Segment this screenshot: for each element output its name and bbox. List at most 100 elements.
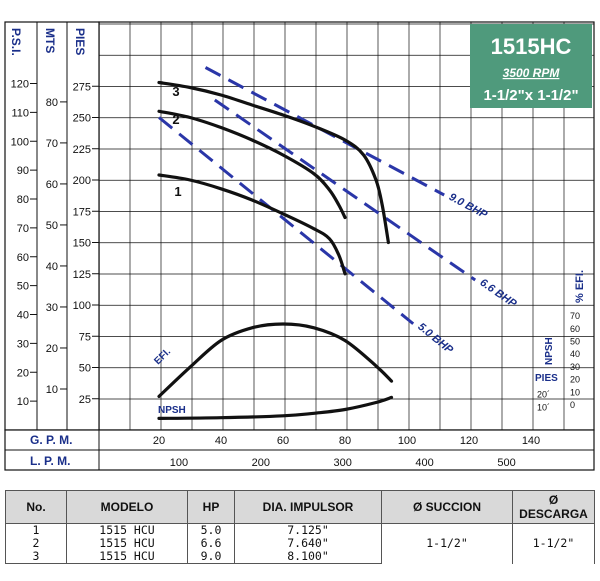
head-curve-3 bbox=[157, 80, 390, 245]
cell-impulsor: 7.125" bbox=[234, 523, 382, 537]
lpm-tick-label: 200 bbox=[252, 457, 270, 469]
efficiency-tick-label: 60 bbox=[570, 324, 580, 334]
cell-hp: 5.0 bbox=[187, 523, 235, 537]
gpm-tick-label: 60 bbox=[277, 435, 289, 447]
cell-no: 3 bbox=[5, 550, 67, 564]
pies-tick-label: 50 bbox=[79, 363, 91, 375]
npsh-tick-label: 20´ bbox=[537, 390, 550, 400]
efficiency-tick-label: 50 bbox=[570, 337, 580, 347]
col-descarga: Ø DESCARGA bbox=[512, 490, 595, 524]
pies-tick-label: 250 bbox=[73, 113, 91, 125]
col-hp: HP bbox=[187, 490, 235, 524]
head-curve-1 bbox=[157, 173, 347, 276]
cell-modelo: 1515 HCU bbox=[66, 550, 188, 564]
pies-tick-label: 25 bbox=[79, 394, 91, 406]
bottom-axis-ticks: 20 40 60 80 100 120 140 100 200 300 400 500 bbox=[153, 435, 540, 469]
efficiency-tick-label: 30 bbox=[570, 362, 580, 372]
head-curve-2 bbox=[157, 109, 347, 220]
cell-no: 1 bbox=[5, 523, 67, 537]
mts-tick-label: 80 bbox=[46, 97, 58, 109]
gpm-tick-label: 140 bbox=[522, 435, 540, 447]
mts-axis-label: MTS bbox=[43, 28, 57, 53]
mts-tick-label: 20 bbox=[46, 343, 58, 355]
curve-label-3: 3 bbox=[172, 84, 179, 99]
psi-tick-label: 50 bbox=[17, 281, 29, 293]
gpm-tick-label: 100 bbox=[398, 435, 416, 447]
pies-tick-label: 175 bbox=[73, 206, 91, 218]
efficiency-axis-label: % EFI. bbox=[574, 270, 586, 303]
col-impulsor: DIA. IMPULSOR bbox=[234, 490, 382, 524]
mts-tick-label: 30 bbox=[46, 302, 58, 314]
psi-tick-label: 20 bbox=[17, 367, 29, 379]
gpm-tick-label: 80 bbox=[339, 435, 351, 447]
cell-modelo: 1515 HCU bbox=[66, 523, 188, 537]
pies-tick-label: 100 bbox=[73, 300, 91, 312]
npsh-curve-label: NPSH bbox=[158, 405, 186, 416]
table-row: 2 1515 HCU 6.6 7.640" bbox=[5, 537, 595, 550]
psi-tick-label: 40 bbox=[17, 310, 29, 322]
efficiency-tick-label: 0 bbox=[570, 400, 575, 410]
efficiency-curve bbox=[157, 322, 394, 398]
npsh-axis-label: NPSH bbox=[544, 337, 555, 365]
psi-tick-label: 30 bbox=[17, 338, 29, 350]
table-header-row: No. MODELO HP DIA. IMPULSOR Ø SUCCION Ø … bbox=[5, 490, 595, 524]
grid bbox=[99, 22, 594, 430]
psi-tick-label: 60 bbox=[17, 252, 29, 264]
psi-tick-label: 100 bbox=[11, 136, 29, 148]
curve-label-2: 2 bbox=[172, 112, 179, 127]
head-curves: 1 2 3 bbox=[157, 80, 390, 276]
efficiency-tick-label: 10 bbox=[570, 387, 580, 397]
mts-tick-label: 10 bbox=[46, 384, 58, 396]
table-row: 1 1515 HCU 5.0 7.125" 1-1/2" 1-1/2" bbox=[5, 523, 595, 564]
cell-impulsor: 7.640" bbox=[234, 537, 382, 550]
gpm-tick-label: 20 bbox=[153, 435, 165, 447]
cell-succion: 1-1/2" bbox=[381, 523, 513, 564]
cell-modelo: 1515 HCU bbox=[66, 537, 188, 550]
mts-tick-label: 40 bbox=[46, 261, 58, 273]
left-axis-ticks: 25 50 75 100 125 150 175 200 225 250 275 10 20 30 40 50… bbox=[11, 79, 99, 408]
col-modelo: MODELO bbox=[66, 490, 188, 524]
psi-tick-label: 70 bbox=[17, 223, 29, 235]
bhp-line bbox=[213, 98, 477, 282]
lpm-tick-label: 400 bbox=[415, 457, 433, 469]
pies-axis-label: PIES bbox=[73, 28, 87, 55]
npsh-curve bbox=[157, 395, 394, 420]
pies-tick-label: 150 bbox=[73, 238, 91, 250]
specs-table: No. MODELO HP DIA. IMPULSOR Ø SUCCION Ø … bbox=[5, 490, 595, 564]
gpm-tick-label: 40 bbox=[215, 435, 227, 447]
pies-tick-label: 225 bbox=[73, 144, 91, 156]
speed-label: 3500 RPM bbox=[503, 66, 561, 80]
mts-tick-label: 70 bbox=[46, 138, 58, 150]
model-title: 1515HC bbox=[491, 34, 572, 59]
gpm-tick-label: 120 bbox=[460, 435, 478, 447]
mts-tick-label: 60 bbox=[46, 179, 58, 191]
efficiency-tick-label: 70 bbox=[570, 311, 580, 321]
table-row: 3 1515 HCU 9.0 8.100" bbox=[5, 550, 595, 564]
pump-curve-chart: 2550751001251501752002252502751020304050… bbox=[4, 21, 595, 471]
cell-impulsor: 8.100" bbox=[234, 550, 382, 564]
lpm-tick-label: 300 bbox=[334, 457, 352, 469]
bhp-line bbox=[158, 116, 415, 325]
psi-axis-label: P.S.I. bbox=[9, 28, 23, 56]
pies-tick-label: 200 bbox=[73, 175, 91, 187]
psi-tick-label: 120 bbox=[11, 79, 29, 91]
efficiency-tick-label: 20 bbox=[570, 375, 580, 385]
lpm-tick-label: 500 bbox=[497, 457, 515, 469]
col-no: No. bbox=[5, 490, 67, 524]
mts-tick-label: 50 bbox=[46, 220, 58, 232]
pies-tick-label: 125 bbox=[73, 269, 91, 281]
pies-tick-label: 275 bbox=[73, 81, 91, 93]
psi-tick-label: 80 bbox=[17, 194, 29, 206]
psi-tick-label: 110 bbox=[11, 107, 29, 119]
gpm-axis-label: G. P. M. bbox=[30, 433, 72, 447]
lpm-axis-label: L. P. M. bbox=[30, 454, 70, 468]
psi-tick-label: 90 bbox=[17, 165, 29, 177]
size-label: 1-1/2"x 1-1/2" bbox=[483, 87, 578, 104]
psi-tick-label: 10 bbox=[17, 396, 29, 408]
left-axis-panel bbox=[4, 21, 100, 431]
right-axis-ticks: 0 10 20 30 40 50 60 70 20´ 10´ bbox=[537, 311, 580, 412]
col-succion: Ø SUCCION bbox=[381, 490, 513, 524]
lpm-tick-label: 100 bbox=[170, 457, 188, 469]
npsh-tick-label: 10´ bbox=[537, 402, 550, 412]
pies-tick-label: 75 bbox=[79, 331, 91, 343]
